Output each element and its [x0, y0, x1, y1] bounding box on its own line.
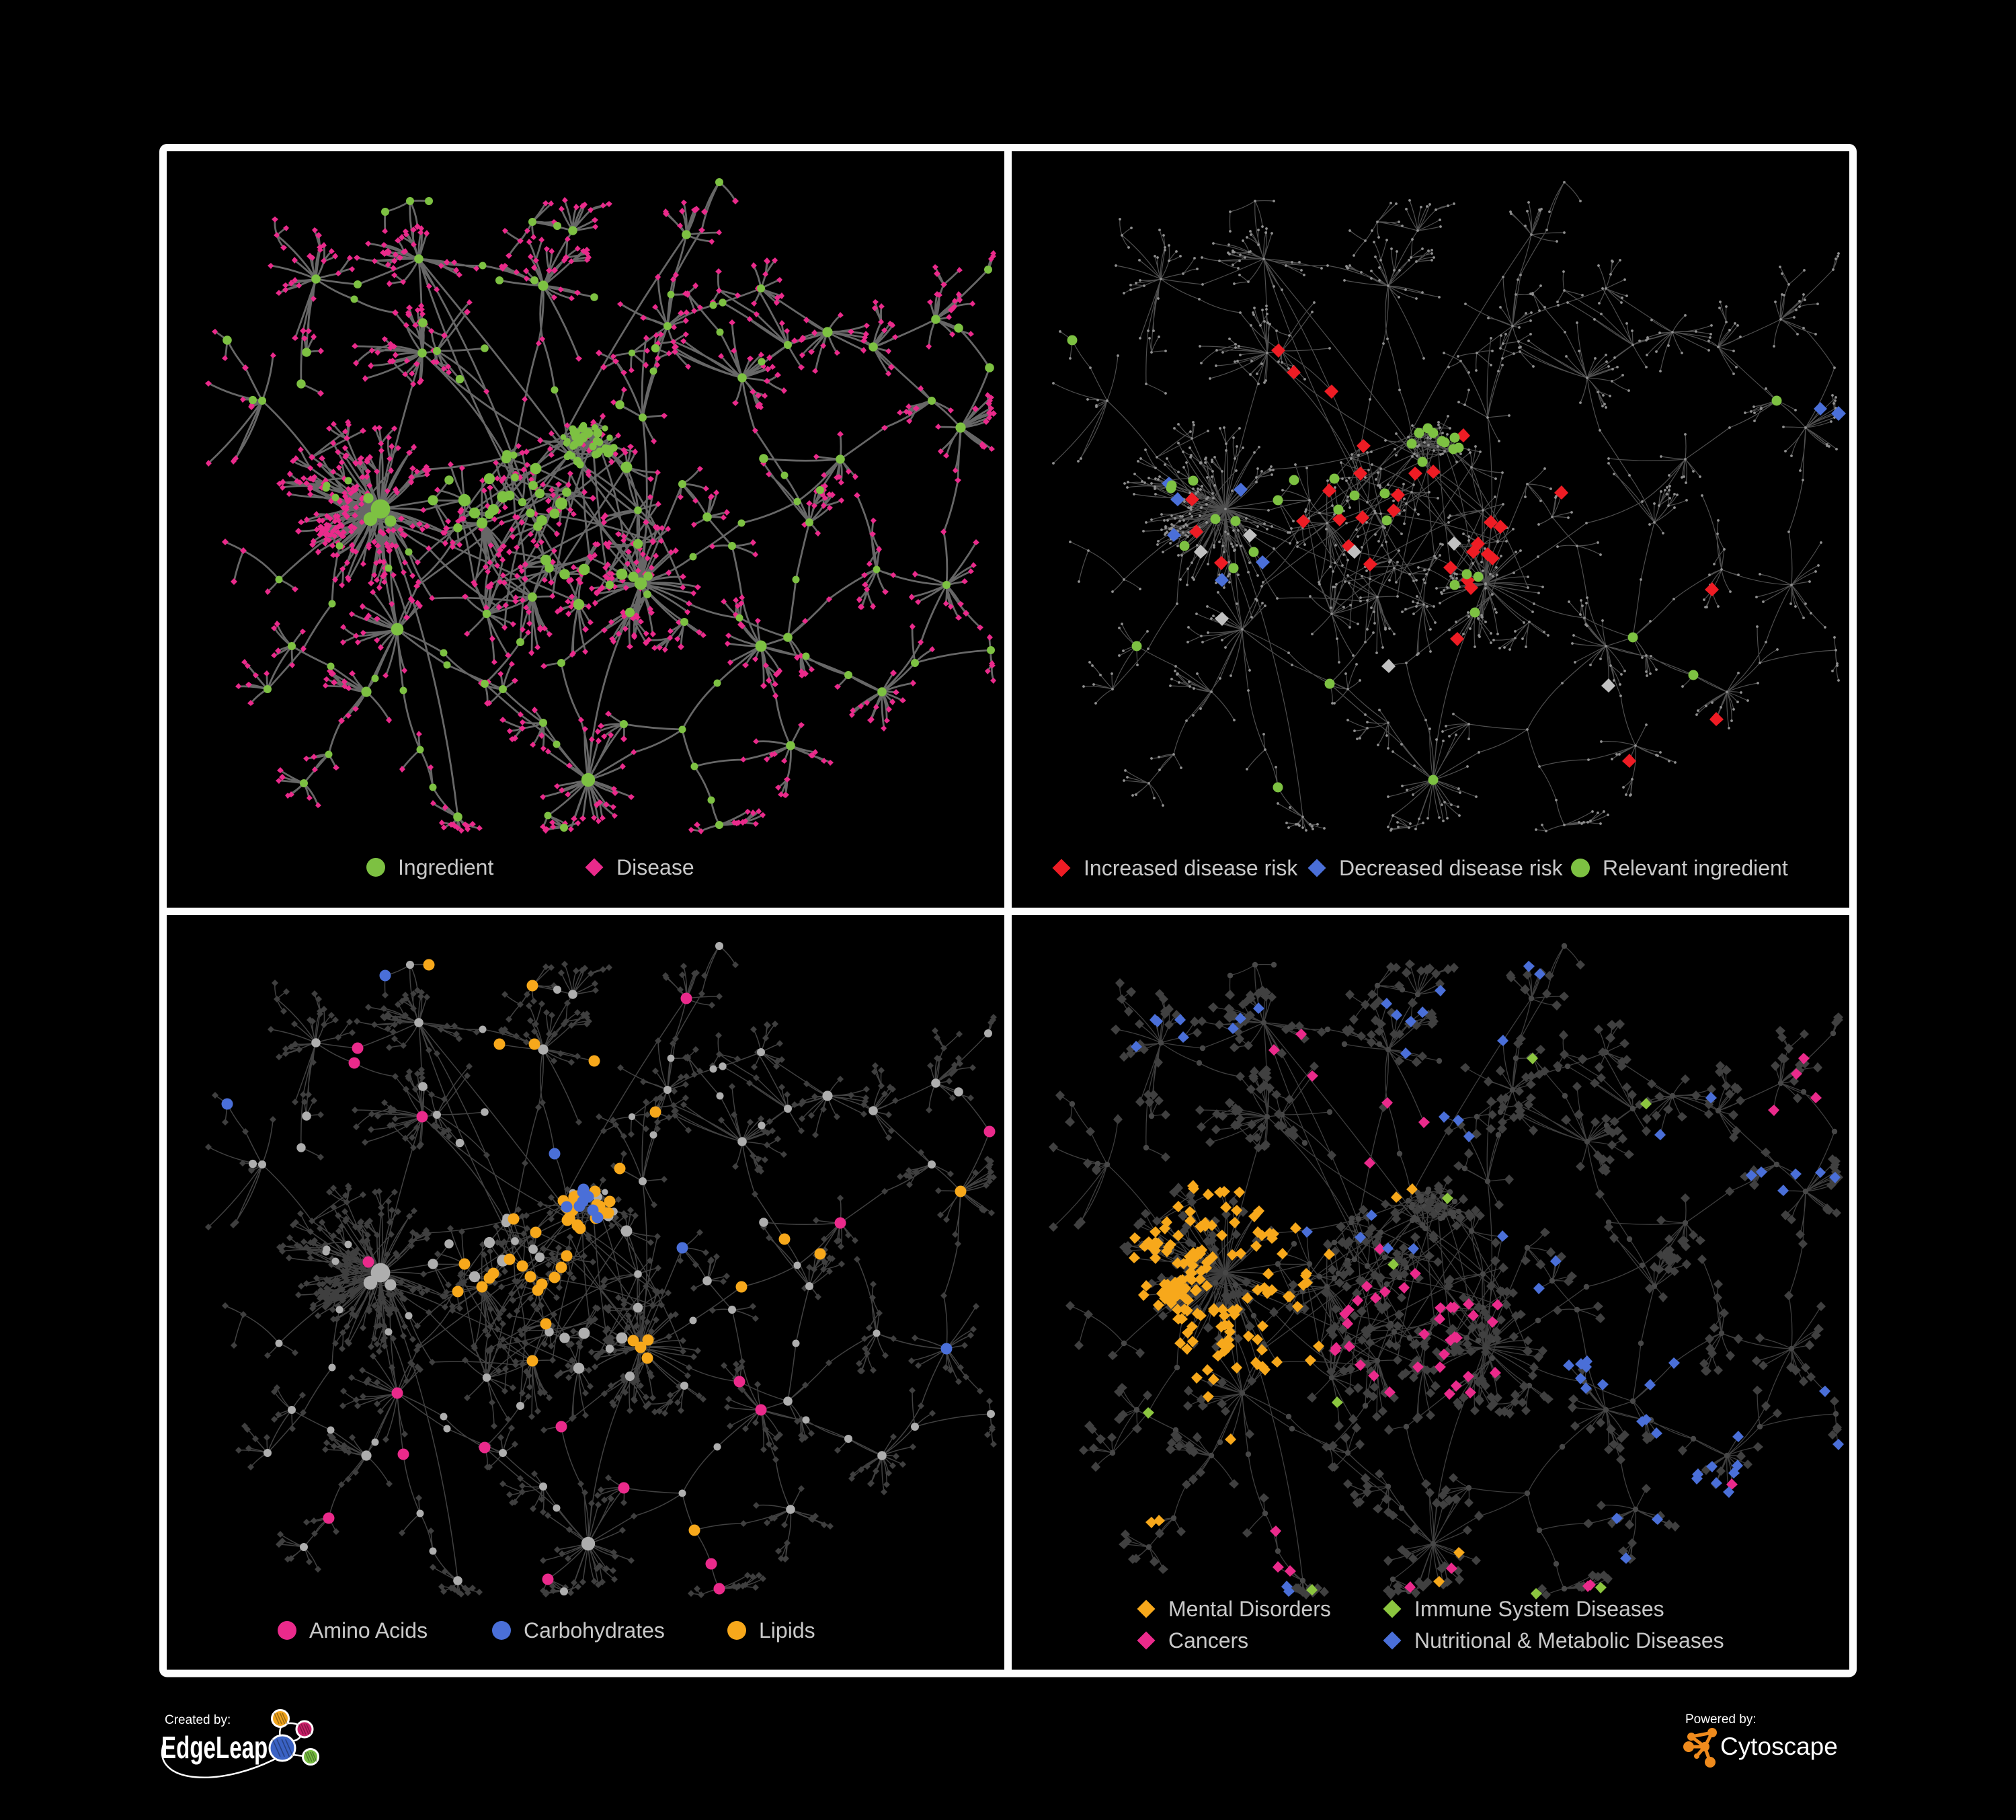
svg-text:Cytoscape: Cytoscape	[1720, 1733, 1838, 1760]
svg-text:Disease: Disease	[616, 855, 694, 879]
svg-text:Lipids: Lipids	[759, 1618, 815, 1643]
svg-text:Amino Acids: Amino Acids	[309, 1618, 428, 1643]
svg-text:Nutritional & Metabolic Diseas: Nutritional & Metabolic Diseases	[1414, 1628, 1724, 1653]
svg-text:Powered by:: Powered by:	[1685, 1712, 1757, 1727]
svg-text:Immune System Diseases: Immune System Diseases	[1414, 1597, 1664, 1621]
svg-text:Mental Disorders: Mental Disorders	[1168, 1597, 1331, 1621]
svg-text:Ingredient: Ingredient	[398, 855, 493, 879]
svg-text:Increased disease risk: Increased disease risk	[1084, 856, 1298, 880]
svg-text:Created by:: Created by:	[165, 1713, 231, 1727]
svg-text:Carbohydrates: Carbohydrates	[524, 1618, 665, 1643]
svg-text:EdgeLeap: EdgeLeap	[161, 1731, 268, 1765]
svg-text:Decreased disease risk: Decreased disease risk	[1339, 856, 1564, 880]
svg-text:Relevant ingredient: Relevant ingredient	[1603, 856, 1788, 880]
svg-text:Cancers: Cancers	[1168, 1628, 1248, 1653]
